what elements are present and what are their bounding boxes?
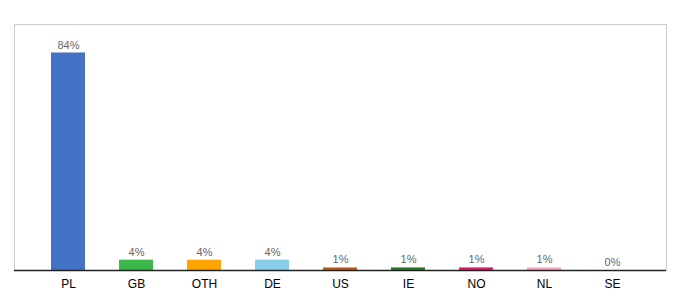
svg-text:1%: 1% — [537, 253, 553, 265]
svg-text:NL: NL — [537, 277, 553, 291]
svg-text:IE: IE — [403, 277, 414, 291]
svg-text:4%: 4% — [129, 246, 145, 258]
svg-text:GB: GB — [128, 277, 145, 291]
svg-text:DE: DE — [264, 277, 281, 291]
svg-text:OTH: OTH — [192, 277, 217, 291]
svg-text:1%: 1% — [401, 253, 417, 265]
svg-text:84%: 84% — [57, 39, 79, 51]
svg-text:US: US — [332, 277, 349, 291]
svg-text:4%: 4% — [197, 246, 213, 258]
svg-text:4%: 4% — [265, 246, 281, 258]
svg-text:1%: 1% — [469, 253, 485, 265]
svg-text:0%: 0% — [605, 256, 621, 268]
svg-text:PL: PL — [61, 277, 76, 291]
svg-text:NO: NO — [468, 277, 486, 291]
svg-text:1%: 1% — [333, 253, 349, 265]
svg-text:SE: SE — [604, 277, 620, 291]
